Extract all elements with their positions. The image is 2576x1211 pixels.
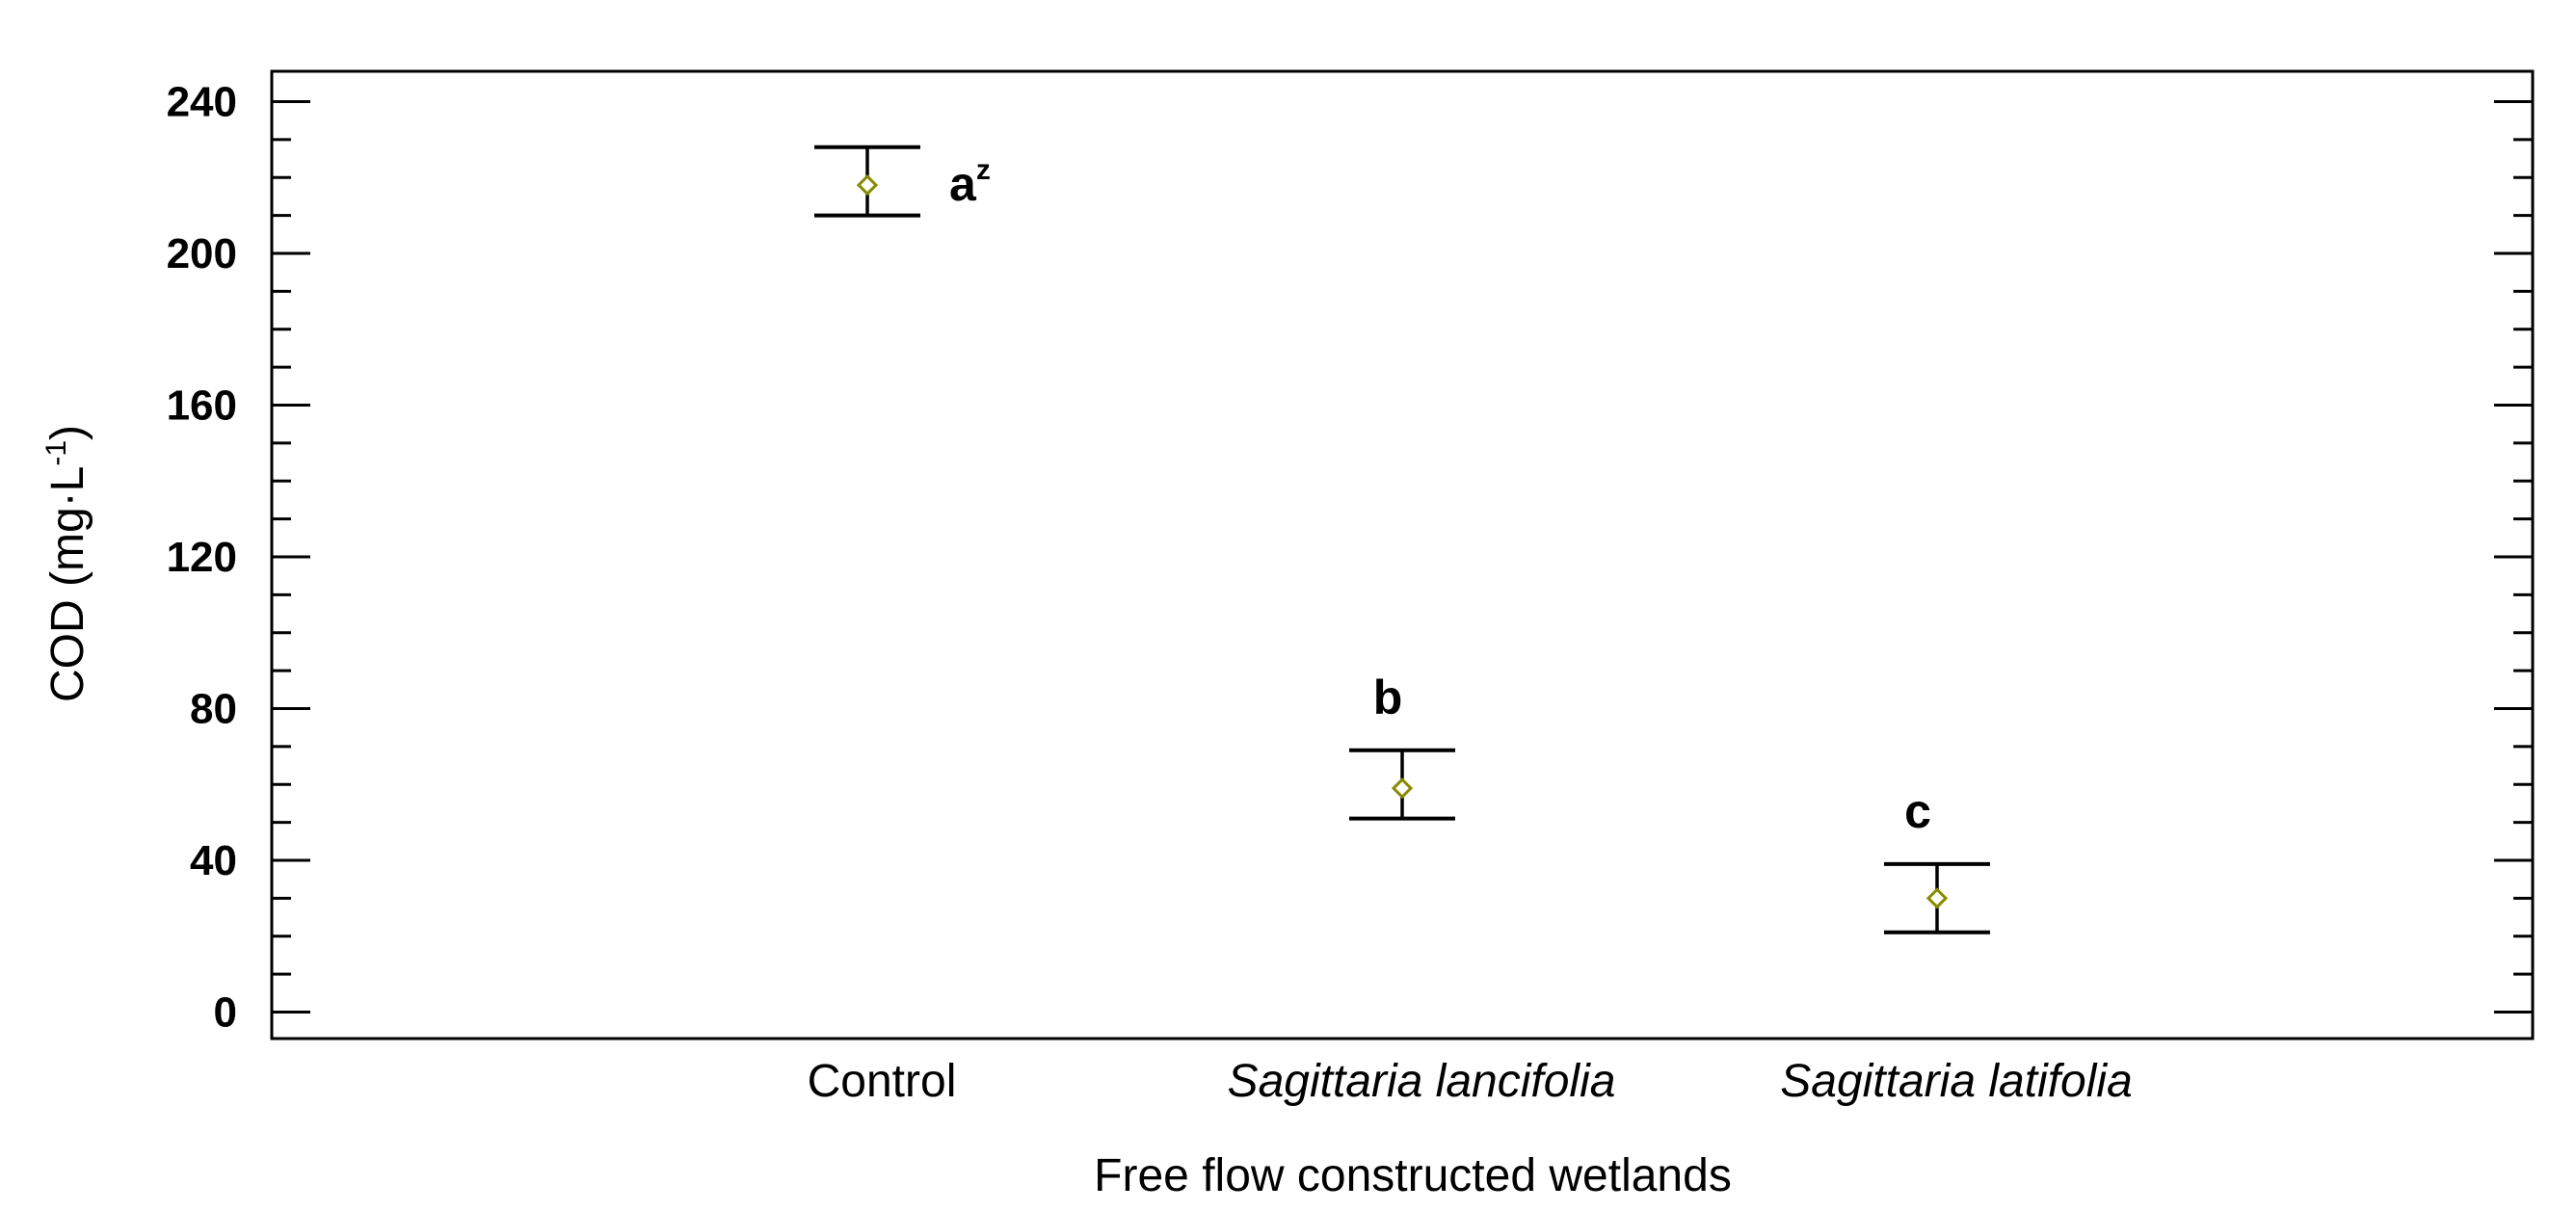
y-tick-label: 120 (167, 534, 237, 581)
mean-marker (1925, 887, 1949, 909)
significance-letter: c (1904, 784, 1931, 838)
tick-labels-layer: 0 40 80 120 160 200 240 (167, 78, 237, 1036)
y-tick-label: 200 (167, 230, 237, 277)
x-category-label: Sagittaria latifolia (1780, 1056, 2133, 1107)
y-axis-title-superscript: -1 (40, 440, 72, 466)
plot-frame (270, 69, 2535, 1040)
y-tick-label: 0 (214, 988, 237, 1036)
mean-marker (856, 173, 879, 197)
axes-layer (270, 69, 2535, 1040)
x-category-label: Control (808, 1056, 957, 1107)
significance-label: b (1373, 671, 1403, 724)
y-axis-title-close: ) (42, 425, 93, 440)
significance-letter: b (1373, 671, 1403, 724)
y-tick-label: 240 (167, 78, 237, 125)
mean-marker (1391, 777, 1414, 800)
significance-label: c (1904, 784, 1931, 838)
y-axis-title-main: COD (mg·L (42, 466, 93, 702)
significance-superscript: z (976, 154, 991, 186)
significance-letter: a (949, 157, 977, 211)
ticks-layer (272, 99, 2533, 1014)
y-axis-title: COD (mg·L-1) (40, 425, 93, 702)
x-axis-title: Free flow constructed wetlands (1094, 1150, 1732, 1201)
x-category-label: Sagittaria lancifolia (1228, 1056, 1616, 1107)
errorbars-layer (814, 145, 1990, 935)
significance-label: az (949, 154, 991, 211)
y-tick-label: 40 (190, 837, 237, 884)
category-labels-layer: Control Sagittaria lancifolia Sagittaria l… (808, 1056, 2133, 1107)
significance-labels-layer: az b c (949, 154, 1931, 838)
y-tick-label: 160 (167, 382, 237, 429)
y-tick-label: 80 (190, 685, 237, 732)
markers-layer (856, 173, 1949, 909)
